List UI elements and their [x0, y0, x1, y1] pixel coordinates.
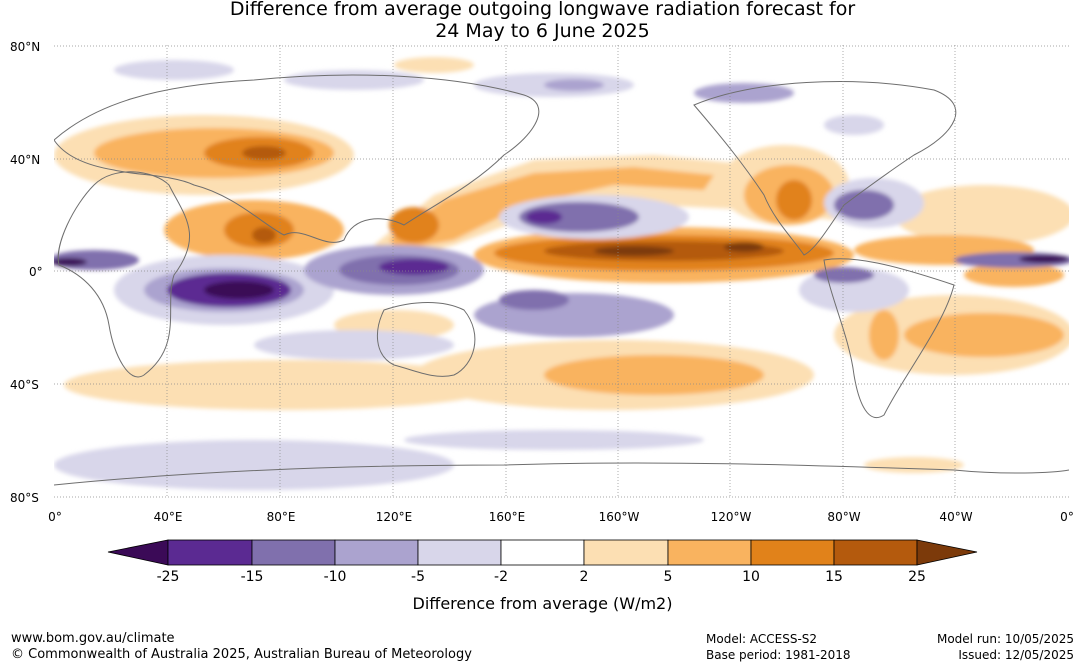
southern-ocean-negative-band [404, 430, 704, 450]
colorbar-segment [583, 539, 669, 566]
lat-label-equator: 0° [29, 265, 43, 279]
colorbar-tick-label: -25 [156, 569, 180, 585]
south-america-positive-anomaly [869, 310, 899, 360]
south-indian-positive-band [64, 360, 504, 410]
lon-label-120w: 120°W [710, 510, 752, 524]
arctic-anomaly-patch [394, 57, 474, 73]
central-pacific-negative-anomaly [519, 202, 639, 232]
olr-anomaly-map [54, 45, 1069, 498]
arctic-anomaly-patch [284, 70, 424, 90]
colorbar-segment [667, 539, 752, 566]
colorbar-tick-label: 10 [742, 569, 760, 585]
south-america-coastline [823, 258, 955, 418]
colorbar-extension-low [107, 539, 169, 566]
north-america-positive-anomaly [776, 180, 812, 220]
south-pacific-positive-band [544, 355, 764, 395]
africa-coastline [57, 171, 191, 378]
lat-label-80s: 80°S [10, 491, 39, 505]
lon-label-40e: 40°E [153, 510, 183, 524]
colorbar-segment [334, 539, 419, 566]
north-pacific-positive-band [389, 207, 439, 243]
colorbar [107, 539, 978, 566]
lat-label-40s: 40°S [10, 378, 39, 392]
lon-label-0-left: 0° [48, 510, 62, 524]
colorbar-segment [500, 539, 585, 566]
equatorial-pacific-positive-band [724, 242, 764, 252]
maritime-continent-negative-anomaly [379, 259, 449, 275]
colorbar-segment [251, 539, 336, 566]
base-period: Base period: 1981-2018 [706, 648, 851, 662]
india-positive-anomaly [252, 227, 276, 243]
colorbar-tick-label: -2 [494, 569, 508, 585]
lon-label-160e: 160°E [488, 510, 526, 524]
colorbar-title: Difference from average (W/m2) [412, 594, 673, 613]
north-america-coastline [693, 81, 957, 256]
lat-label-40n: 40°N [10, 153, 41, 167]
model-run-date: Model run: 10/05/2025 [936, 632, 1074, 646]
antarctica-coastline [54, 462, 1069, 486]
colorbar-extension-high [916, 539, 978, 566]
lon-label-80e: 80°E [266, 510, 296, 524]
atlantic-positive-anomaly [964, 263, 1064, 287]
colorbar-segment [750, 539, 835, 566]
australia-coastline [376, 302, 476, 377]
indian-ocean-negative-anomaly [204, 281, 274, 299]
lon-label-160w: 160°W [598, 510, 640, 524]
southern-ocean-negative-band [54, 440, 454, 490]
atlantic-positive-anomaly [894, 185, 1069, 245]
lon-label-40w: 40°W [939, 510, 973, 524]
eurasia-coastline [54, 74, 540, 243]
model-name: Model: ACCESS-S2 [706, 632, 818, 646]
equatorial-atlantic-negative-band [1019, 255, 1069, 263]
arctic-anomaly-patch [694, 83, 794, 103]
atlantic-negative-anomaly [834, 190, 894, 220]
colorbar-tick-label: 2 [579, 569, 589, 585]
lon-label-0-right: 0° [1060, 510, 1074, 524]
southern-ocean-negative-band [254, 330, 454, 360]
eurasia-positive-anomaly [242, 146, 286, 160]
colorbar-tick-label: 25 [908, 569, 926, 585]
colorbar-tick-label: -5 [411, 569, 425, 585]
arctic-anomaly-patch [824, 115, 884, 135]
south-pacific-positive-band [864, 457, 964, 473]
map-title-line2: 24 May to 6 June 2025 [435, 20, 650, 42]
colorbar-segment [167, 539, 253, 566]
lon-label-120e: 120°E [375, 510, 413, 524]
equatorial-pacific-positive-band [594, 246, 674, 256]
issued-date: Issued: 12/05/2025 [958, 648, 1074, 662]
colorbar-tick-label: 15 [825, 569, 843, 585]
colorbar-tick-label: -15 [240, 569, 264, 585]
central-pacific-negative-anomaly [526, 210, 562, 224]
website-link[interactable]: www.bom.gov.au/climate [11, 631, 175, 646]
colorbar-tick-label: -10 [323, 569, 347, 585]
map-title-line1: Difference from average outgoing longwav… [229, 0, 856, 20]
maritime-continent-negative-anomaly [499, 290, 569, 310]
colorbar-segment [833, 539, 918, 566]
colorbar-tick-label: 5 [663, 569, 673, 585]
olr-map-svg [54, 45, 1069, 498]
equatorial-africa-negative-band [54, 258, 87, 266]
colorbar-segment [417, 539, 502, 566]
lat-label-80n: 80°N [10, 40, 41, 54]
amazon-negative-anomaly [814, 267, 874, 283]
arctic-anomaly-patch [114, 60, 234, 80]
copyright-text: © Commonwealth of Australia 2025, Austra… [11, 647, 472, 662]
north-pacific-positive-band [389, 167, 714, 250]
lon-label-80w: 80°W [827, 510, 861, 524]
arctic-anomaly-patch [544, 79, 604, 91]
south-america-positive-anomaly [904, 313, 1064, 357]
